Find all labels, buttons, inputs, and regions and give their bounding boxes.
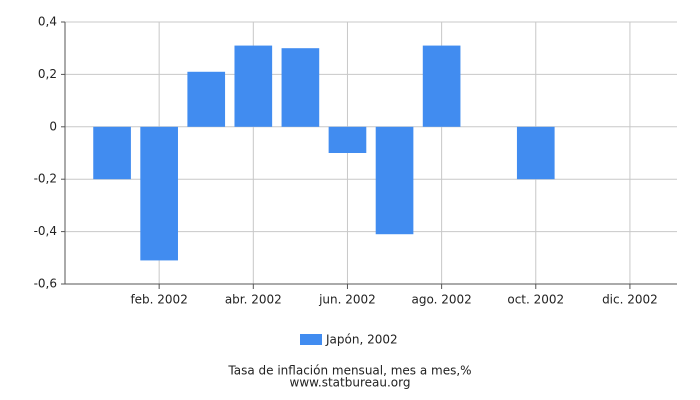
y-tick-label: 0,2 <box>38 67 57 81</box>
bar <box>140 126 178 261</box>
x-tick-label: oct. 2002 <box>507 293 564 307</box>
y-tick-label: -0,2 <box>34 172 57 186</box>
y-tick-label: 0 <box>49 119 57 133</box>
x-tick-label: dic. 2002 <box>602 293 658 307</box>
y-tick-label: -0,4 <box>34 224 57 238</box>
x-tick-label: abr. 2002 <box>225 293 282 307</box>
bar <box>422 45 461 127</box>
bar <box>328 126 367 153</box>
y-tick-label: 0,4 <box>38 15 57 29</box>
bar <box>93 126 131 180</box>
bar <box>281 48 320 127</box>
x-axis-label: Tasa de inflación mensual, mes a mes,% <box>227 364 471 378</box>
bar <box>375 126 414 235</box>
y-tick-label: -0,6 <box>34 277 57 291</box>
source: www.statbureau.org <box>290 376 411 390</box>
x-tick-label: feb. 2002 <box>130 293 187 307</box>
bar <box>234 45 273 127</box>
x-tick-label: jun. 2002 <box>318 293 376 307</box>
legend-swatch <box>300 334 322 345</box>
legend-label: Japón, 2002 <box>325 333 398 347</box>
bar <box>516 126 555 180</box>
x-tick-label: ago. 2002 <box>411 293 471 307</box>
bar <box>187 71 226 127</box>
